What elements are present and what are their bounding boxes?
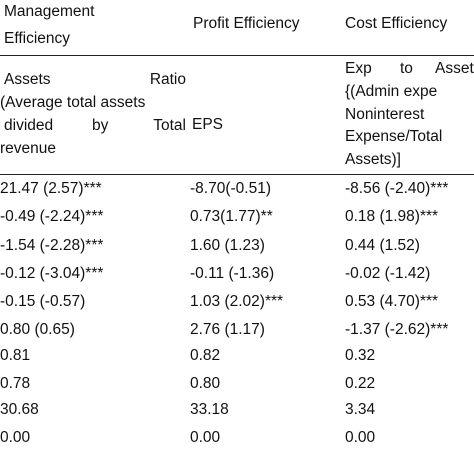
row-2-col1: -0.49 (-2.24)*** xyxy=(0,208,104,225)
subheader-asset-word: Asset xyxy=(435,60,474,77)
subheader-divided-word: divided xyxy=(4,117,54,134)
row-4-col3: -0.02 (-1.42) xyxy=(345,265,431,282)
header-cost-efficiency: Cost Efficiency xyxy=(345,15,448,32)
subheader-rule xyxy=(0,174,474,175)
row-5-col3: 0.53 (4.70)*** xyxy=(345,293,439,310)
row-9-col1: 30.68 xyxy=(0,401,39,418)
subheader-by-word: by xyxy=(92,117,109,134)
row-4-col1: -0.12 (-3.04)*** xyxy=(0,265,104,282)
row-5-col2: 1.03 (2.02)*** xyxy=(190,293,284,310)
row-3-col2: 1.60 (1.23) xyxy=(190,237,265,254)
subheader-exp-line3: Noninterest xyxy=(345,106,425,123)
row-8-col2: 0.80 xyxy=(190,375,221,392)
subheader-exp-line2: {(Admin expe xyxy=(345,83,438,100)
row-4-col2: -0.11 (-1.36) xyxy=(190,265,275,282)
header-profit-efficiency: Profit Efficiency xyxy=(193,15,300,32)
row-1-col2: -8.70(-0.51) xyxy=(190,180,271,197)
row-2-col3: 0.18 (1.98)*** xyxy=(345,208,439,225)
subheader-assets-line2: (Average total assets xyxy=(0,94,146,111)
row-10-col3: 0.00 xyxy=(345,429,376,446)
header-rule xyxy=(0,55,474,56)
subheader-assets-word: Assets xyxy=(4,71,51,88)
row-3-col1: -1.54 (-2.28)*** xyxy=(0,237,104,254)
row-8-col1: 0.78 xyxy=(0,375,31,392)
row-6-col2: 2.76 (1.17) xyxy=(190,321,265,338)
row-9-col3: 3.34 xyxy=(345,401,376,418)
subheader-assets-line1: Assets Ratio xyxy=(4,71,186,89)
row-6-col3: -1.37 (-2.62)*** xyxy=(345,321,449,338)
row-7-col1: 0.81 xyxy=(0,347,31,364)
row-1-col1: 21.47 (2.57)*** xyxy=(0,180,102,197)
subheader-ratio-word: Ratio xyxy=(149,71,186,88)
header-management-line2: Efficiency xyxy=(4,30,71,47)
row-10-col2: 0.00 xyxy=(190,429,221,446)
subheader-assets-line4: revenue xyxy=(0,140,57,157)
row-5-col1: -0.15 (-0.57) xyxy=(0,293,86,310)
row-1-col3: -8.56 (-2.40)*** xyxy=(345,180,449,197)
subheader-eps: EPS xyxy=(192,116,224,133)
row-8-col3: 0.22 xyxy=(345,375,376,392)
subheader-assets-line3: divided by Total xyxy=(4,117,186,135)
row-6-col1: 0.80 (0.65) xyxy=(0,321,75,338)
row-2-col2: 0.73(1.77)** xyxy=(190,208,273,225)
subheader-exp-line4: Expense/Total xyxy=(345,128,443,145)
row-7-col3: 0.32 xyxy=(345,347,376,364)
subheader-to-word: to xyxy=(400,60,413,77)
row-9-col2: 33.18 xyxy=(190,401,229,418)
header-management-line1: Management xyxy=(4,3,95,20)
subheader-exp-line5: Assets)] xyxy=(345,151,401,168)
subheader-exp-word: Exp xyxy=(345,60,372,77)
row-3-col3: 0.44 (1.52) xyxy=(345,237,420,254)
subheader-total-word: Total xyxy=(153,117,186,134)
subheader-exp-line1: Exp to Asset xyxy=(345,60,474,78)
row-10-col1: 0.00 xyxy=(0,429,31,446)
row-7-col2: 0.82 xyxy=(190,347,221,364)
